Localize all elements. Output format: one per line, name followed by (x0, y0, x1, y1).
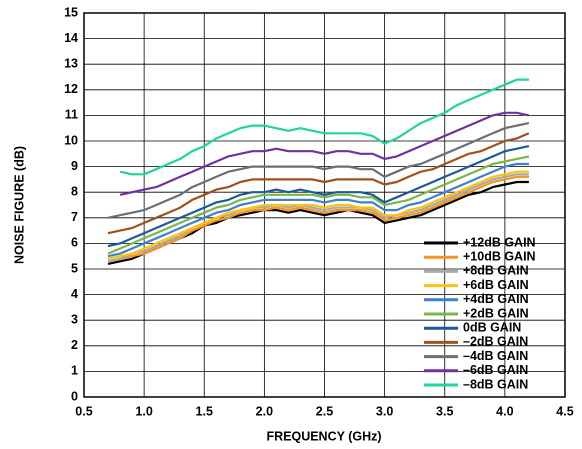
series-line (107, 155, 530, 255)
x-tick-label: 2.5 (316, 404, 333, 418)
series-line (107, 173, 529, 263)
series-line (107, 175, 529, 263)
x-tick-label: 1.5 (196, 404, 213, 418)
series-line (107, 122, 530, 219)
legend-label: –2dB GAIN (463, 335, 528, 349)
x-tick-label: 2.0 (256, 404, 273, 418)
x-tick-label: 4.5 (556, 404, 573, 418)
legend-label: –4dB GAIN (463, 349, 528, 363)
legend-label: +10dB GAIN (463, 249, 536, 263)
y-tick-label: 12 (64, 82, 78, 96)
series-line (107, 145, 530, 248)
legend-label: +8dB GAIN (463, 264, 529, 278)
y-axis-label: NOISE FIGURE (dB) (12, 146, 26, 264)
legend-label: –8dB GAIN (463, 377, 528, 391)
legend-label: +6dB GAIN (463, 278, 529, 292)
legend-label: +4dB GAIN (463, 292, 529, 306)
y-tick-label: 9 (71, 159, 78, 173)
series-line (107, 132, 530, 235)
series-line (107, 162, 529, 258)
y-tick-label: 3 (71, 312, 78, 326)
series-line (119, 111, 530, 196)
y-tick-label: 15 (64, 5, 78, 19)
x-tick-label: 4.0 (496, 404, 513, 418)
y-tick-label: 8 (71, 184, 78, 198)
y-tick-label: 2 (71, 338, 78, 352)
y-tick-label: 1 (71, 364, 78, 378)
series-line (119, 78, 529, 176)
series-line (107, 170, 529, 260)
x-axis-label: FREQUENCY (GHz) (266, 429, 381, 443)
y-tick-label: 7 (71, 210, 78, 224)
y-tick-label: 4 (71, 287, 78, 301)
y-tick-label: 10 (64, 133, 78, 147)
y-tick-label: 11 (65, 108, 78, 122)
legend-label: +2dB GAIN (463, 306, 529, 320)
y-tick-label: 13 (64, 56, 78, 70)
y-tick-label: 6 (71, 236, 78, 250)
legend-label: 0dB GAIN (463, 320, 521, 334)
y-tick-label: 0 (71, 389, 78, 403)
x-tick-label: 3.0 (376, 404, 393, 418)
legend-label: –6dB GAIN (463, 363, 528, 377)
legend-label: +12dB GAIN (463, 235, 536, 249)
x-tick-label: 0.5 (75, 404, 92, 418)
plot-frame (83, 12, 566, 398)
y-tick-label: 14 (64, 31, 78, 45)
x-tick-label: 3.5 (436, 404, 453, 418)
x-tick-label: 1.0 (135, 404, 152, 418)
y-tick-label: 5 (71, 261, 78, 275)
